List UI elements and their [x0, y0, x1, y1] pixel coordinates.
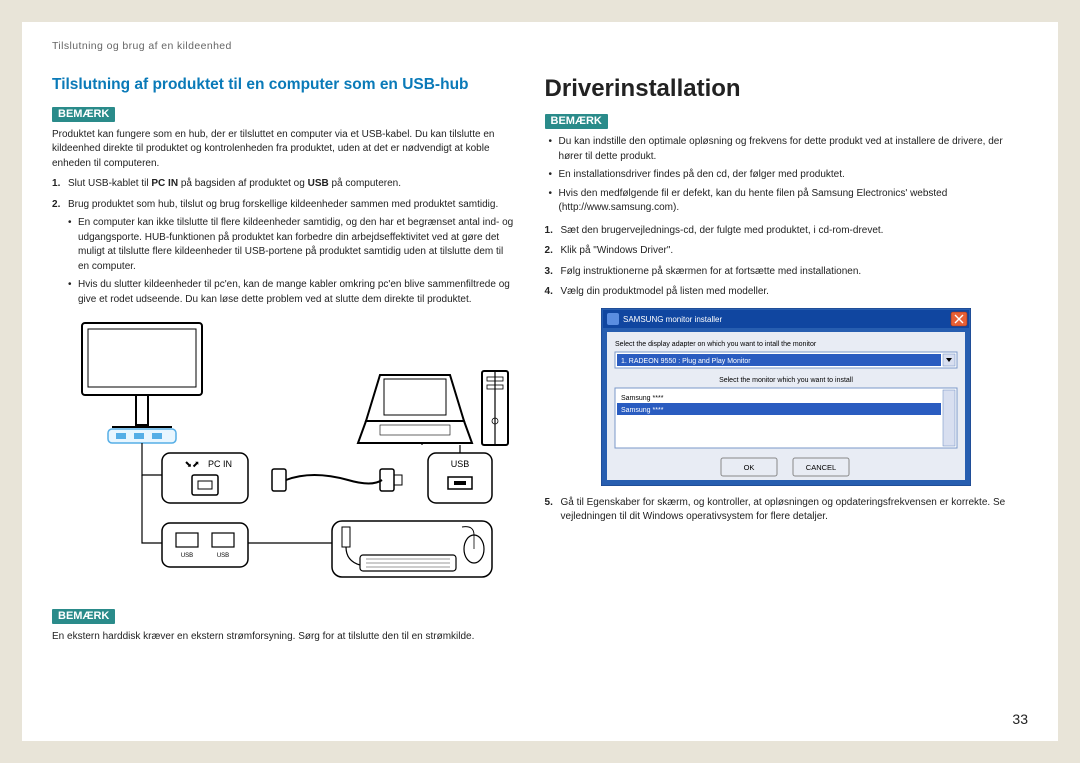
manual-page: Tilslutning og brug af en kildeenhed Til…	[22, 22, 1058, 741]
left-step-1: Slut USB-kablet til PC IN på bagsiden af…	[52, 177, 517, 192]
svg-text:USB: USB	[181, 553, 193, 559]
svg-text:Samsung ****: Samsung ****	[621, 395, 664, 402]
right-step-3: Følg instruktionerne på skærmen for at f…	[545, 265, 1028, 280]
left-intro: Produktet kan fungere som en hub, der er…	[52, 128, 517, 172]
usb-port-box: USB	[428, 453, 492, 503]
keyboard-mouse-icon	[332, 521, 492, 577]
right-bullets: Du kan indstille den optimale opløsning …	[545, 135, 1028, 216]
note-label-right: BEMÆRK	[545, 114, 608, 129]
svg-text:⬊⬈: ⬊⬈	[184, 459, 199, 469]
connection-diagram: PC IN ⬊⬈	[52, 315, 517, 595]
right-bullet-2: En installationsdriver findes på den cd,…	[549, 168, 1028, 183]
monitor-icon	[82, 323, 202, 443]
left-steps: Slut USB-kablet til PC IN på bagsiden af…	[52, 177, 517, 307]
installer-dialog: SAMSUNG monitor installer Select the dis…	[545, 308, 1028, 486]
svg-text:Select the monitor which you w: Select the monitor which you want to ins…	[719, 377, 853, 384]
right-step-5: Gå til Egenskaber for skærm, og kontroll…	[545, 496, 1028, 525]
right-steps: Sæt den brugervejlednings-cd, der fulgte…	[545, 224, 1028, 300]
right-bullet-1: Du kan indstille den optimale opløsning …	[549, 135, 1028, 164]
left-step2-bullet2: Hvis du slutter kildeenheder til pc'en, …	[68, 278, 517, 307]
svg-text:USB: USB	[217, 553, 229, 559]
left-step-2: Brug produktet som hub, tilslut og brug …	[52, 198, 517, 308]
page-number: 33	[1012, 711, 1028, 727]
svg-text:1. RADEON 9550 : Plug and Play: 1. RADEON 9550 : Plug and Play Monitor	[621, 358, 751, 365]
right-steps-continued: Gå til Egenskaber for skærm, og kontroll…	[545, 496, 1028, 525]
usb-downstream-box: USB USB	[162, 523, 248, 567]
right-step-1: Sæt den brugervejlednings-cd, der fulgte…	[545, 224, 1028, 239]
left-step2-bullet1: En computer kan ikke tilslutte til flere…	[68, 216, 517, 274]
note-label: BEMÆRK	[52, 107, 115, 122]
left-column: Tilslutning af produktet til en computer…	[52, 76, 517, 725]
svg-text:PC IN: PC IN	[208, 459, 232, 469]
right-step-4: Vælg din produktmodel på listen med mode…	[545, 285, 1028, 300]
right-heading: Driverinstallation	[545, 76, 1028, 102]
content-columns: Tilslutning af produktet til en computer…	[52, 76, 1028, 725]
svg-text:USB: USB	[451, 459, 470, 469]
usb-cable-icon	[272, 469, 402, 491]
svg-text:SAMSUNG monitor installer: SAMSUNG monitor installer	[623, 315, 722, 324]
right-bullet-3: Hvis den medfølgende fil er defekt, kan …	[549, 187, 1028, 216]
left-bottom-note: En ekstern harddisk kræver en ekstern st…	[52, 630, 517, 645]
section-header: Tilslutning og brug af en kildeenhed	[52, 40, 1028, 58]
left-heading: Tilslutning af produktet til en computer…	[52, 76, 517, 95]
right-column: Driverinstallation BEMÆRK Du kan indstil…	[545, 76, 1028, 725]
laptop-icon	[358, 375, 472, 443]
pc-in-port: PC IN ⬊⬈	[162, 453, 248, 503]
note-label-bottom: BEMÆRK	[52, 609, 115, 624]
right-step-2: Klik på "Windows Driver".	[545, 244, 1028, 259]
svg-text:OK: OK	[744, 463, 755, 472]
svg-text:CANCEL: CANCEL	[806, 463, 836, 472]
svg-text:Samsung ****: Samsung ****	[621, 407, 664, 414]
svg-text:Select the display adapter on: Select the display adapter on which you …	[615, 341, 817, 348]
